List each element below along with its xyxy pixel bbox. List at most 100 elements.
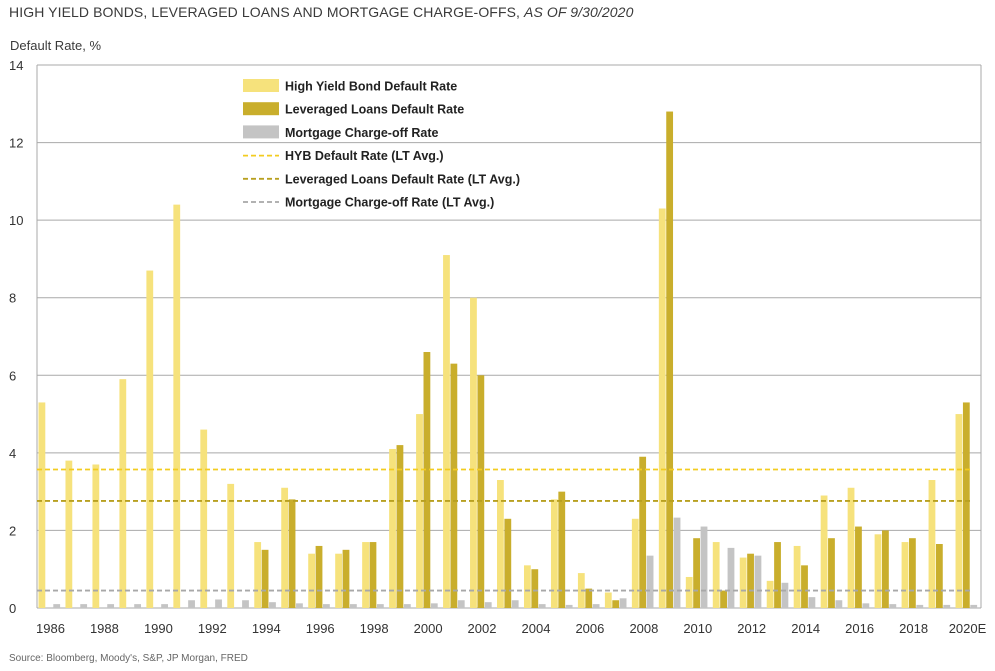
bar-hyb-2002 [470,297,477,608]
x-tick-label-2012: 2012 [737,621,766,636]
bar-hyb-2016 [847,487,855,608]
legend-swatch-mortgage [243,125,279,139]
bar-hyb-1989 [119,379,127,608]
x-tick-label-2008: 2008 [629,621,658,636]
chart-title-main: HIGH YIELD BONDS, LEVERAGED LOANS AND MO… [9,4,525,20]
bar-loans-1999 [396,445,404,608]
x-tick-label-2010: 2010 [683,621,712,636]
bar-mortgage-2000 [430,603,438,608]
bar-loans-2012 [747,553,754,608]
bar-hyb-1993 [227,483,235,608]
x-tick-label-2016: 2016 [845,621,874,636]
bar-loans-2001 [450,363,458,608]
bar-hyb-1991 [173,204,181,608]
bar-hyb-2018 [901,542,909,608]
bar-mortgage-2008 [646,555,654,608]
x-tick-label-2000: 2000 [414,621,443,636]
y-tick-label-0: 0 [9,601,16,616]
bar-loans-2005 [558,491,566,608]
bar-loans-2011 [720,590,727,608]
bar-hyb-2001 [443,255,450,609]
bar-mortgage-2016 [862,603,870,608]
bar-loans-2008 [639,456,647,608]
bar-hyb-2013 [766,580,774,608]
legend: High Yield Bond Default Rate Leveraged Lo… [243,79,520,210]
bar-loans-2017 [882,530,889,608]
x-tick-label-1986: 1986 [36,621,65,636]
bar-mortgage-1989 [134,604,142,608]
bar-mortgage-1987 [80,604,88,608]
x-tick-label-1996: 1996 [306,621,335,636]
bar-mortgage-1986 [53,604,61,608]
chart-title: HIGH YIELD BONDS, LEVERAGED LOANS AND MO… [9,4,633,20]
bar-loans-2006 [585,588,593,608]
bar-hyb-1997 [335,553,342,608]
bar-loans-2019 [935,544,943,608]
bar-loans-2004 [531,569,539,608]
bar-hyb-1996 [308,553,316,608]
bar-mortgage-2017 [889,604,897,608]
bar-hyb-1994 [254,542,262,608]
y-axis-ticks: 0 2 4 6 8 10 12 14 [9,58,23,616]
y-axis-label: Default Rate, % [10,38,102,53]
bar-mortgage-2013 [781,582,789,608]
bar-mortgage-2001 [457,600,465,608]
bar-hyb-1987 [65,460,73,608]
bar-hyb-2014 [793,545,801,608]
source-note: Source: Bloomberg, Moody's, S&P, JP Morg… [9,653,248,664]
bar-loans-2003 [504,518,512,608]
bar-mortgage-2006 [592,604,600,608]
bar-loans-1998 [369,542,377,608]
bar-loans-2002 [477,375,485,608]
bar-loans-1995 [288,499,296,608]
y-tick-label-12: 12 [9,136,23,151]
legend-label-loans-avg: Leveraged Loans Default Rate (LT Avg.) [285,172,520,186]
bar-hyb-2019 [928,480,936,608]
legend-label-mortgage: Mortgage Charge-off Rate [285,126,439,140]
bar-mortgage-1993 [242,600,249,608]
x-tick-label-1998: 1998 [360,621,389,636]
bar-hyb-2020E [955,414,963,608]
bar-mortgage-1991 [188,600,195,608]
bar-loans-1997 [342,549,350,608]
x-tick-label-2020E: 2020E [949,621,987,636]
y-tick-label-10: 10 [9,213,23,228]
chart-title-date: AS OF 9/30/2020 [524,4,634,20]
bar-hyb-1988 [92,464,100,608]
bar-mortgage-1999 [403,604,411,608]
bar-loans-2007 [612,600,620,608]
bar-mortgage-1988 [107,604,115,608]
bar-loans-2014 [801,565,808,608]
bar-hyb-2012 [739,557,747,608]
legend-label-hyb-avg: HYB Default Rate (LT Avg.) [285,149,444,163]
reference-lines [37,468,973,592]
x-tick-label-2004: 2004 [522,621,551,636]
x-tick-label-2018: 2018 [899,621,928,636]
bar-hyb-1995 [281,487,289,608]
x-tick-label-1992: 1992 [198,621,227,636]
bar-hyb-2008 [631,518,639,608]
bar-mortgage-2014 [808,597,816,608]
x-tick-label-1988: 1988 [90,621,119,636]
bar-mortgage-2019 [943,604,951,608]
bar-hyb-1986 [38,402,46,608]
bar-hyb-2009 [658,208,666,608]
bar-mortgage-1994 [269,602,276,608]
bar-loans-2016 [855,526,862,608]
bar-mortgage-2002 [484,602,492,608]
bar-mortgage-2003 [511,600,519,608]
bar-mortgage-1995 [296,603,303,608]
x-tick-label-1990: 1990 [144,621,173,636]
bar-mortgage-2020E [970,604,978,608]
bar-hyb-2000 [416,414,423,608]
bar-loans-2009 [666,111,674,608]
bar-hyb-2003 [497,480,504,608]
bar-loans-2020E [962,402,970,608]
bar-loans-2000 [423,352,431,608]
legend-swatch-hyb [243,79,279,92]
bar-mortgage-2015 [835,600,843,608]
bar-mortgage-1998 [376,604,384,608]
bar-loans-2010 [693,538,701,608]
bar-mortgage-2010 [700,526,708,608]
